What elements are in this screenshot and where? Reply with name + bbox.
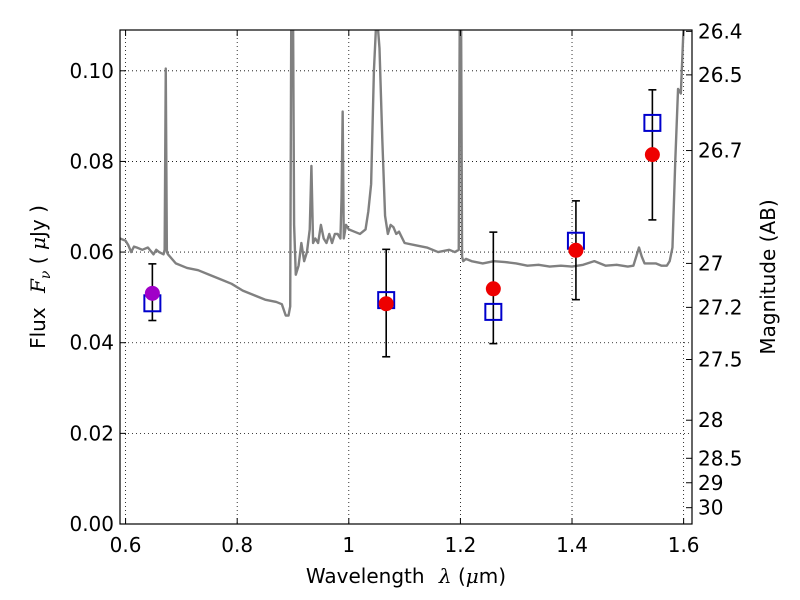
y2-tick-label: 30: [698, 496, 723, 520]
x-axis-label: Wavelength λ (μm): [306, 564, 506, 588]
y-tick-label: 0.08: [69, 149, 114, 173]
axis-ticks: 0.6 0.8 1 1.2 1.4 1.6 0.00 0.02 0.04 0.06 0.08 0.10…: [69, 19, 742, 557]
plot-area: [120, 30, 685, 358]
y2-tick-label: 26.5: [698, 63, 743, 87]
y-tick-label: 0.00: [69, 512, 114, 536]
x-tick-label: 1.2: [445, 533, 477, 557]
x-tick-label: 0.8: [221, 533, 253, 557]
x-tick-label: 1: [342, 533, 355, 557]
y-axis-label: Flux Fν ( μJy ): [26, 205, 54, 349]
y-tick-label: 0.02: [69, 421, 114, 445]
x-tick-label: 1.6: [668, 533, 700, 557]
y2-tick-label: 28.5: [698, 446, 743, 470]
y2-tick-label: 26.4: [698, 19, 743, 43]
observed-flux-marker-filter-3: [485, 281, 501, 297]
observed-flux-marker-filter-1: [144, 285, 160, 301]
model-spectrum-line: [120, 30, 685, 317]
y-tick-label: 0.06: [69, 240, 114, 264]
grid: [120, 30, 692, 525]
observed-flux-marker-filter-4: [568, 242, 584, 258]
y2-tick-label: 29: [698, 471, 723, 495]
y2-tick-label: 27.5: [698, 347, 743, 371]
y2-tick-label: 28: [698, 408, 723, 432]
observed-flux-marker-filter-2: [378, 296, 394, 312]
model-photometry-marker-filter-5: [643, 113, 662, 132]
y2-tick-label: 27: [698, 251, 723, 275]
y2-tick-label: 27.2: [698, 295, 743, 319]
y-tick-label: 0.10: [69, 59, 114, 83]
plot-frame: [119, 29, 693, 525]
x-tick-label: 1.4: [556, 533, 588, 557]
y2-axis-label: Magnitude (AB): [756, 199, 780, 354]
x-tick-label: 0.6: [110, 533, 142, 557]
observed-flux-marker-filter-5: [644, 147, 660, 163]
y2-tick-label: 26.7: [698, 139, 743, 163]
y-tick-label: 0.04: [69, 331, 114, 355]
model-photometry-marker-filter-3: [484, 302, 503, 321]
